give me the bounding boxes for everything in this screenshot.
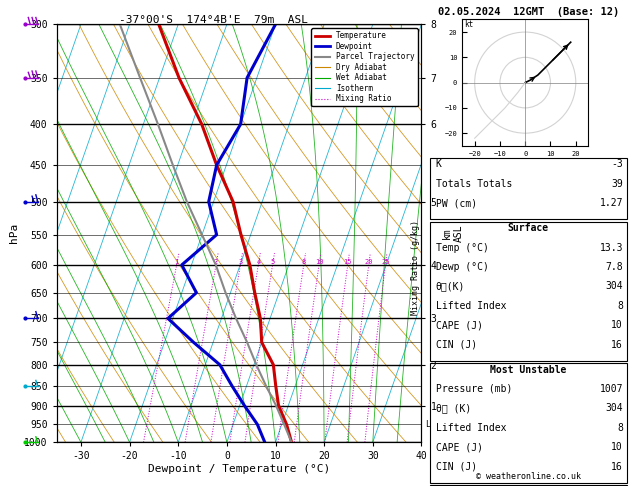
Text: LCL: LCL xyxy=(426,420,440,429)
Text: Totals Totals: Totals Totals xyxy=(436,179,512,189)
Text: 10: 10 xyxy=(314,259,323,265)
Text: -37°00'S  174°4B'E  79m  ASL: -37°00'S 174°4B'E 79m ASL xyxy=(120,15,308,25)
Text: Lifted Index: Lifted Index xyxy=(436,301,506,311)
Text: 39: 39 xyxy=(611,179,623,189)
Text: 1: 1 xyxy=(174,259,179,265)
Text: 10: 10 xyxy=(611,320,623,330)
Bar xyxy=(430,158,627,219)
Text: 2: 2 xyxy=(214,259,218,265)
Text: θᴇ (K): θᴇ (K) xyxy=(436,403,471,414)
Text: -3: -3 xyxy=(611,159,623,170)
Text: θᴇ(K): θᴇ(K) xyxy=(436,281,465,292)
Bar xyxy=(430,363,627,483)
Text: 8: 8 xyxy=(617,423,623,433)
Text: Temp (°C): Temp (°C) xyxy=(436,243,489,253)
Text: CIN (J): CIN (J) xyxy=(436,462,477,472)
Text: 20: 20 xyxy=(365,259,373,265)
Text: 304: 304 xyxy=(605,403,623,414)
Text: 02.05.2024  12GMT  (Base: 12): 02.05.2024 12GMT (Base: 12) xyxy=(438,7,619,17)
Text: 13.3: 13.3 xyxy=(599,243,623,253)
Text: 4: 4 xyxy=(256,259,260,265)
Text: Most Unstable: Most Unstable xyxy=(490,364,567,375)
Text: Dewp (°C): Dewp (°C) xyxy=(436,262,489,272)
Text: 16: 16 xyxy=(611,340,623,350)
X-axis label: Dewpoint / Temperature (°C): Dewpoint / Temperature (°C) xyxy=(148,464,330,474)
Text: CAPE (J): CAPE (J) xyxy=(436,442,483,452)
Text: Pressure (mb): Pressure (mb) xyxy=(436,384,512,394)
Text: 10: 10 xyxy=(611,442,623,452)
Text: 1.27: 1.27 xyxy=(599,198,623,208)
Text: 304: 304 xyxy=(605,281,623,292)
Text: 7.8: 7.8 xyxy=(605,262,623,272)
Text: PW (cm): PW (cm) xyxy=(436,198,477,208)
Text: kt: kt xyxy=(465,20,474,29)
Y-axis label: km
ASL: km ASL xyxy=(442,225,464,242)
Text: 1007: 1007 xyxy=(599,384,623,394)
Text: K: K xyxy=(436,159,442,170)
Text: © weatheronline.co.uk: © weatheronline.co.uk xyxy=(476,472,581,481)
Text: Mixing Ratio (g/kg): Mixing Ratio (g/kg) xyxy=(411,220,420,315)
Legend: Temperature, Dewpoint, Parcel Trajectory, Dry Adiabat, Wet Adiabat, Isotherm, Mi: Temperature, Dewpoint, Parcel Trajectory… xyxy=(311,28,418,106)
Text: 8: 8 xyxy=(617,301,623,311)
Text: 16: 16 xyxy=(611,462,623,472)
Bar xyxy=(430,485,627,486)
Bar xyxy=(430,222,627,361)
Text: 8: 8 xyxy=(302,259,306,265)
Text: 5: 5 xyxy=(270,259,275,265)
Text: CIN (J): CIN (J) xyxy=(436,340,477,350)
Text: CAPE (J): CAPE (J) xyxy=(436,320,483,330)
Text: 25: 25 xyxy=(381,259,390,265)
Y-axis label: hPa: hPa xyxy=(9,223,18,243)
Text: 15: 15 xyxy=(343,259,352,265)
Text: Surface: Surface xyxy=(508,223,549,233)
Text: 3: 3 xyxy=(238,259,243,265)
Text: Lifted Index: Lifted Index xyxy=(436,423,506,433)
